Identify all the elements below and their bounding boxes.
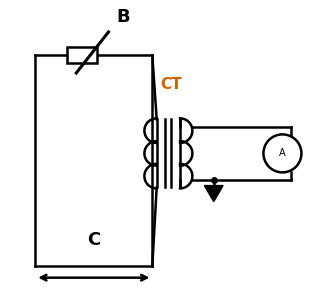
Text: C: C: [87, 231, 100, 249]
FancyBboxPatch shape: [68, 47, 97, 63]
Text: B: B: [116, 8, 130, 27]
Text: A: A: [279, 148, 286, 158]
Polygon shape: [204, 186, 223, 202]
Circle shape: [263, 134, 301, 173]
Text: CT: CT: [160, 77, 182, 92]
